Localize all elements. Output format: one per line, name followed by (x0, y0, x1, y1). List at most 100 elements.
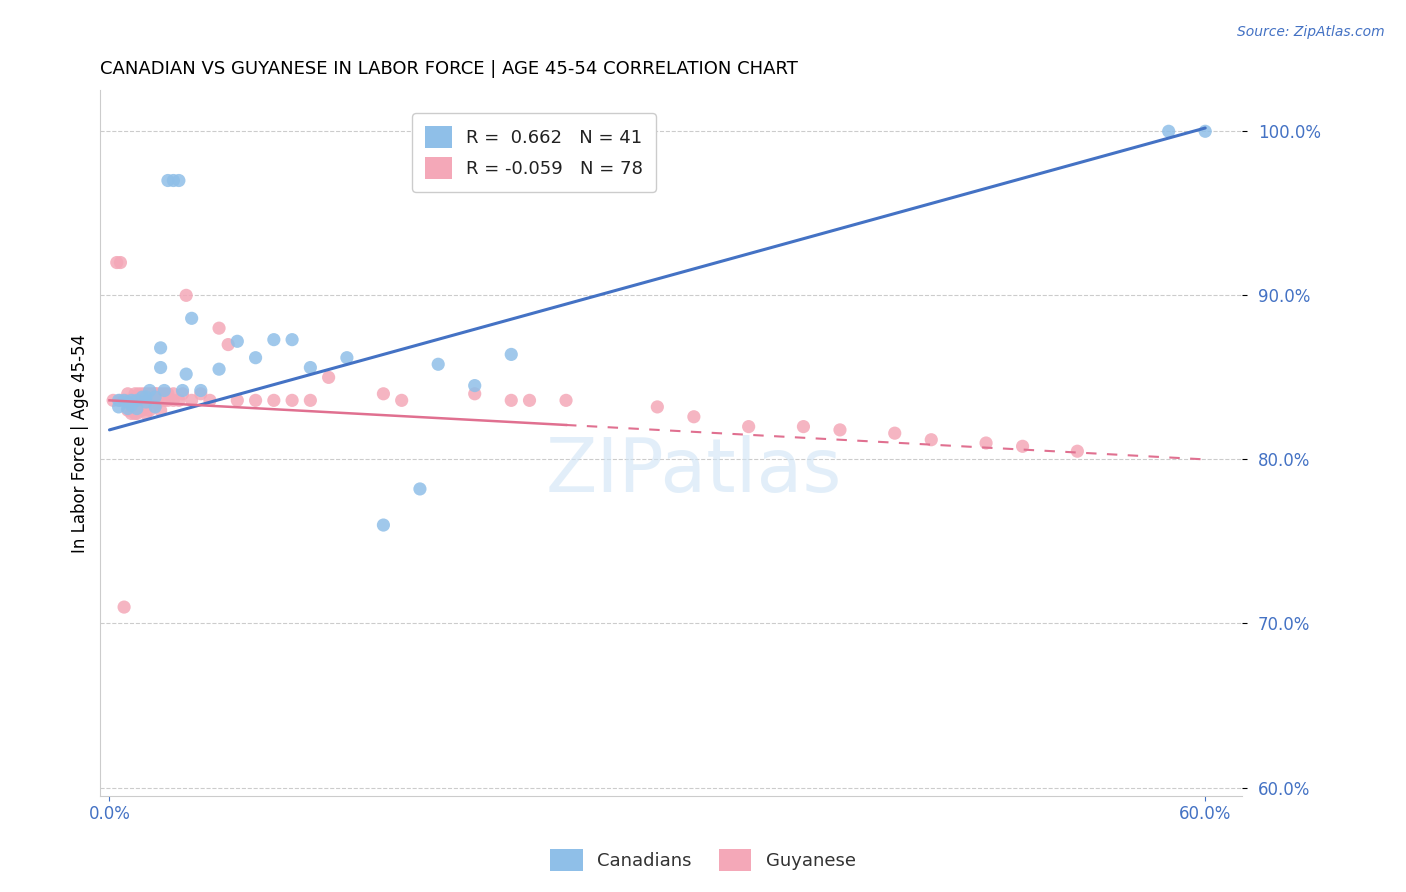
Point (135, 395, 157, 409)
Point (138, 384, 160, 398)
Point (149, 403, 172, 417)
Point (112, 393, 135, 408)
Point (135, 390, 157, 404)
Point (555, 393, 578, 408)
Point (174, 288, 197, 302)
Point (135, 395, 157, 409)
Point (156, 173, 179, 187)
Point (101, 393, 124, 408)
Point (120, 398, 142, 412)
Point (120, 393, 142, 408)
Point (792, 419, 814, 434)
Point (174, 367, 197, 381)
Point (117, 401, 139, 416)
Point (138, 386, 160, 401)
Point (143, 386, 166, 401)
Point (153, 386, 176, 401)
Point (167, 393, 190, 408)
Point (112, 600, 135, 615)
Point (1011, 439, 1033, 453)
Point (373, 386, 395, 401)
Point (117, 403, 139, 417)
Point (427, 357, 450, 371)
Point (217, 337, 239, 351)
Point (107, 393, 129, 408)
Point (373, 518, 395, 533)
Point (281, 393, 304, 408)
Point (135, 400, 157, 414)
Point (143, 400, 166, 414)
Point (226, 334, 249, 349)
Point (737, 419, 759, 434)
Point (149, 360, 172, 375)
Point (162, 173, 184, 187)
Point (391, 393, 413, 408)
Point (1066, 444, 1088, 458)
Point (172, 384, 194, 398)
Point (208, 362, 231, 376)
Point (125, 390, 148, 404)
Point (124, 407, 146, 421)
Point (134, 393, 156, 408)
Point (464, 386, 486, 401)
Point (143, 393, 166, 408)
Text: ZIPatlas: ZIPatlas (546, 434, 842, 508)
Point (117, 395, 139, 409)
Point (125, 397, 148, 411)
Legend: R =  0.662   N = 41, R = -0.059   N = 78: R = 0.662 N = 41, R = -0.059 N = 78 (412, 113, 657, 192)
Point (138, 403, 160, 417)
Point (135, 386, 157, 401)
Point (198, 393, 221, 408)
Point (828, 423, 851, 437)
Point (167, 173, 190, 187)
Text: Source: ZipAtlas.com: Source: ZipAtlas.com (1237, 25, 1385, 39)
Point (208, 321, 231, 335)
Point (263, 333, 285, 347)
Point (124, 393, 146, 408)
Point (555, 124, 578, 138)
Point (146, 397, 169, 411)
Point (131, 395, 153, 409)
Legend: Canadians, Guyanese: Canadians, Guyanese (543, 842, 863, 879)
Point (125, 401, 148, 416)
Point (1194, 124, 1216, 138)
Point (117, 393, 139, 408)
Point (190, 386, 212, 401)
Point (120, 407, 142, 421)
Text: CANADIAN VS GUYANESE IN LABOR FORCE | AGE 45-54 CORRELATION CHART: CANADIAN VS GUYANESE IN LABOR FORCE | AG… (100, 60, 799, 78)
Point (464, 378, 486, 392)
Point (172, 386, 194, 401)
Y-axis label: In Labor Force | Age 45-54: In Labor Force | Age 45-54 (72, 334, 89, 552)
Point (138, 393, 160, 408)
Point (226, 393, 249, 408)
Point (135, 407, 157, 421)
Point (501, 393, 523, 408)
Point (318, 370, 340, 384)
Point (131, 390, 153, 404)
Point (190, 384, 212, 398)
Point (299, 393, 322, 408)
Point (1157, 124, 1180, 138)
Point (519, 393, 541, 408)
Point (683, 409, 706, 424)
Point (120, 393, 142, 408)
Point (299, 360, 322, 375)
Point (409, 482, 432, 496)
Point (110, 393, 132, 408)
Point (129, 403, 152, 417)
Point (142, 386, 165, 401)
Point (143, 390, 166, 404)
Point (131, 386, 153, 401)
Point (117, 386, 139, 401)
Point (110, 255, 132, 269)
Point (135, 390, 157, 404)
Point (180, 311, 202, 326)
Point (125, 393, 148, 408)
Point (107, 400, 129, 414)
Point (263, 393, 285, 408)
Point (146, 386, 169, 401)
Point (128, 386, 150, 401)
Point (128, 393, 150, 408)
Point (336, 351, 359, 365)
Point (153, 393, 176, 408)
